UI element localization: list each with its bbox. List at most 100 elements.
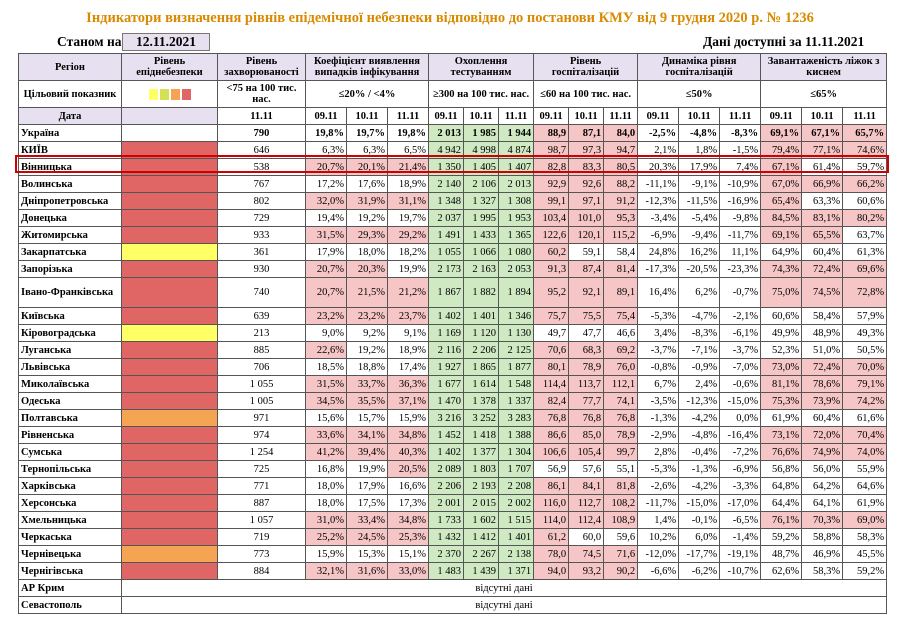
- testing-cell: 1 470: [428, 392, 465, 410]
- hosp-cell: 78,9: [603, 426, 639, 444]
- header-level: Рівень епіднебезпеки: [121, 53, 218, 81]
- hosp-dynamics-cell: -0,7%: [719, 277, 762, 308]
- hosp-cell: 75,4: [603, 307, 639, 325]
- hosp-cell: 113,7: [568, 375, 605, 393]
- hosp-cell: 92,6: [568, 175, 605, 193]
- testing-cell: 2 208: [498, 477, 535, 495]
- header-region: Регіон: [18, 53, 122, 81]
- hosp-dynamics-cell: 16,2%: [678, 243, 721, 261]
- level-cell: [121, 545, 218, 563]
- hosp-cell: 75,5: [568, 307, 605, 325]
- hosp-dynamics-cell: 20,3%: [637, 158, 680, 176]
- testing-cell: 2 037: [428, 209, 465, 227]
- level-cell: [121, 226, 218, 244]
- region-name: Одеська: [18, 392, 122, 410]
- detection-cell: 20,7%: [305, 158, 347, 176]
- testing-cell: 2 267: [463, 545, 500, 563]
- testing-cell: 1 452: [428, 426, 465, 444]
- hosp-cell: 69,2: [603, 341, 639, 359]
- detection-cell: 21,2%: [386, 277, 430, 308]
- hosp-cell: 99,7: [603, 443, 639, 461]
- level-cell: [121, 528, 218, 546]
- hosp-cell: 59,1: [568, 243, 605, 261]
- hosp-dynamics-cell: -12,3%: [637, 192, 680, 210]
- beds-cell: 46,9%: [801, 545, 844, 563]
- incidence-cell: 771: [217, 477, 306, 495]
- incidence-cell: 802: [217, 192, 306, 210]
- hosp-dynamics-cell: -0,6%: [719, 375, 762, 393]
- beds-cell: 74,9%: [801, 443, 844, 461]
- testing-cell: 1 432: [428, 528, 465, 546]
- date-cell: 09.11: [305, 107, 347, 125]
- hosp-dynamics-cell: -9,8%: [719, 209, 762, 227]
- testing-cell: 1 677: [428, 375, 465, 393]
- date-cell: 11.11: [719, 107, 762, 125]
- beds-cell: 80,2%: [842, 209, 888, 227]
- testing-cell: 4 874: [498, 141, 535, 159]
- date-cell: 09.11: [533, 107, 570, 125]
- hosp-cell: 86,6: [533, 426, 570, 444]
- detection-cell: 15,3%: [346, 545, 388, 563]
- table-row: Тернопільська 725 16,8% 19,9% 20,5% 2 089 1 80…: [18, 460, 888, 478]
- hosp-dynamics-cell: -2,6%: [637, 477, 680, 495]
- testing-cell: 1 944: [498, 124, 535, 142]
- detection-cell: 40,3%: [386, 443, 430, 461]
- hosp-dynamics-cell: 0,0%: [719, 409, 762, 427]
- detection-cell: 19,7%: [386, 209, 430, 227]
- testing-cell: 1 614: [463, 375, 500, 393]
- hosp-dynamics-cell: 2,8%: [637, 443, 680, 461]
- beds-cell: 69,6%: [842, 260, 888, 278]
- testing-cell: 1 130: [498, 324, 535, 342]
- table-row: Хмельницька 1 057 31,0% 33,4% 34,8% 1 733 1 60…: [18, 511, 888, 529]
- beds-cell: 81,1%: [760, 375, 803, 393]
- testing-cell: 1 439: [463, 562, 500, 580]
- hosp-cell: 77,7: [568, 392, 605, 410]
- hosp-cell: 86,1: [533, 477, 570, 495]
- hosp-dynamics-cell: -8,3%: [678, 324, 721, 342]
- hosp-dynamics-cell: -0,4%: [678, 443, 721, 461]
- detection-cell: 6,5%: [386, 141, 430, 159]
- testing-cell: 1 707: [498, 460, 535, 478]
- detection-cell: 24,5%: [346, 528, 388, 546]
- detection-cell: 15,9%: [305, 545, 347, 563]
- region-name: Черкаська: [18, 528, 122, 546]
- hosp-dynamics-cell: -5,3%: [637, 460, 680, 478]
- region-name: Житомирська: [18, 226, 122, 244]
- hosp-dynamics-cell: -2,5%: [637, 124, 680, 142]
- hosp-dynamics-cell: -19,1%: [719, 545, 762, 563]
- hosp-dynamics-cell: -11,1%: [637, 175, 680, 193]
- target-hosp: ≤60 на 100 тис. нас.: [533, 80, 639, 108]
- testing-cell: 1 995: [463, 209, 500, 227]
- hosp-cell: 97,1: [568, 192, 605, 210]
- testing-cell: 2 013: [498, 175, 535, 193]
- hosp-cell: 60,2: [533, 243, 570, 261]
- table-row: Закарпатська 361 17,9% 18,0% 18,2% 1 055 1 066…: [18, 243, 888, 261]
- table-row: Кіровоградська 213 9,0% 9,2% 9,1% 1 169 1 120 1…: [18, 324, 888, 342]
- incidence-cell: 538: [217, 158, 306, 176]
- region-name: Чернівецька: [18, 545, 122, 563]
- beds-cell: 76,6%: [760, 443, 803, 461]
- detection-cell: 23,7%: [386, 307, 430, 325]
- hosp-cell: 93,2: [568, 562, 605, 580]
- testing-cell: 2 140: [428, 175, 465, 193]
- hosp-dynamics-cell: -0,8%: [637, 358, 680, 376]
- testing-cell: 1 350: [428, 158, 465, 176]
- beds-cell: 74,0%: [842, 443, 888, 461]
- detection-cell: 19,7%: [346, 124, 388, 142]
- detection-cell: 15,1%: [386, 545, 430, 563]
- detection-cell: 36,3%: [386, 375, 430, 393]
- incidence-cell: 719: [217, 528, 306, 546]
- testing-cell: 1 080: [498, 243, 535, 261]
- hosp-dynamics-cell: -6,5%: [719, 511, 762, 529]
- testing-cell: 1 055: [428, 243, 465, 261]
- hosp-cell: 92,1: [568, 277, 605, 308]
- date-cell: 10.11: [463, 107, 500, 125]
- incidence-cell: 1 057: [217, 511, 306, 529]
- beds-cell: 72,4%: [801, 260, 844, 278]
- hosp-cell: 49,7: [533, 324, 570, 342]
- beds-cell: 72,8%: [842, 277, 888, 308]
- testing-cell: 1 865: [463, 358, 500, 376]
- hosp-dynamics-cell: 1,8%: [678, 141, 721, 159]
- table-row: Херсонська 887 18,0% 17,5% 17,3% 2 001 2 015 2 …: [18, 494, 888, 512]
- detection-cell: 29,2%: [386, 226, 430, 244]
